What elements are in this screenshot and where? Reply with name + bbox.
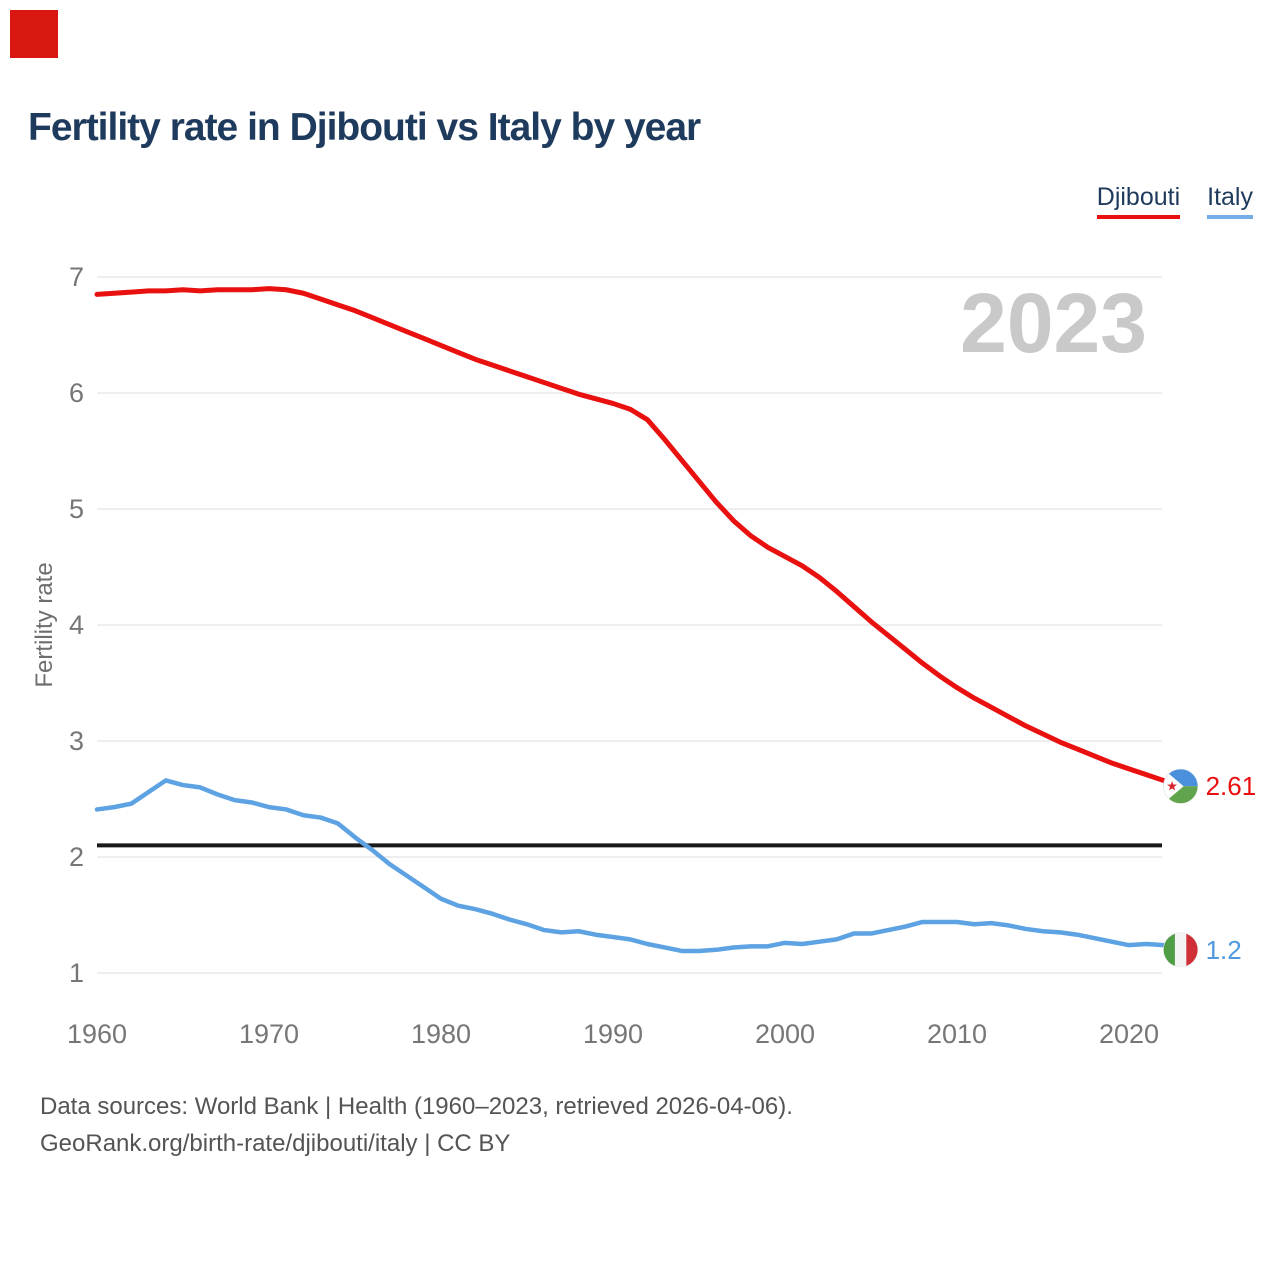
red-corner-marker bbox=[10, 10, 58, 58]
y-tick-label: 7 bbox=[69, 262, 84, 292]
y-tick-label: 4 bbox=[69, 610, 84, 640]
x-tick-label: 1990 bbox=[583, 1019, 643, 1049]
y-tick-label: 3 bbox=[69, 726, 84, 756]
italy-end-marker: 1.2 bbox=[1163, 932, 1242, 968]
y-tick-label: 1 bbox=[69, 958, 84, 988]
x-axis-tick-labels: 1960 1970 1980 1990 2000 2010 2020 bbox=[67, 1019, 1159, 1049]
legend: Djibouti Italy bbox=[1096, 183, 1253, 219]
y-tick-label: 2 bbox=[69, 842, 84, 872]
page-title: Fertility rate in Djibouti vs Italy by y… bbox=[28, 106, 701, 149]
djibouti-series-line bbox=[94, 286, 1184, 789]
x-tick-label: 1980 bbox=[411, 1019, 471, 1049]
y-axis-tick-labels: 7 6 5 4 3 2 1 bbox=[69, 262, 84, 988]
djibouti-flag-icon bbox=[1163, 769, 1198, 804]
italy-series-line bbox=[94, 778, 1183, 954]
italy-end-value: 1.2 bbox=[1206, 935, 1242, 965]
legend-item-italy[interactable]: Italy bbox=[1207, 183, 1253, 219]
y-tick-label: 6 bbox=[69, 378, 84, 408]
x-tick-label: 2010 bbox=[927, 1019, 987, 1049]
x-tick-label: 2000 bbox=[755, 1019, 815, 1049]
legend-item-djibouti[interactable]: Djibouti bbox=[1096, 183, 1181, 219]
x-tick-label: 1960 bbox=[67, 1019, 127, 1049]
watermark-year: 2023 bbox=[960, 276, 1147, 370]
italy-flag-icon bbox=[1163, 932, 1198, 967]
djibouti-end-marker: 2.61 bbox=[1163, 768, 1257, 804]
y-axis-title: Fertility rate bbox=[31, 562, 58, 687]
footer-sources-line: Data sources: World Bank | Health (1960–… bbox=[40, 1093, 793, 1120]
x-tick-label: 1970 bbox=[239, 1019, 299, 1049]
footer-attribution-line: GeoRank.org/birth-rate/djibouti/italy | … bbox=[40, 1130, 511, 1157]
gridlines bbox=[97, 276, 1162, 974]
footer: Data sources: World Bank | Health (1960–… bbox=[40, 1088, 793, 1162]
djibouti-end-value: 2.61 bbox=[1206, 771, 1257, 801]
y-tick-label: 5 bbox=[69, 494, 84, 524]
x-tick-label: 2020 bbox=[1099, 1019, 1159, 1049]
